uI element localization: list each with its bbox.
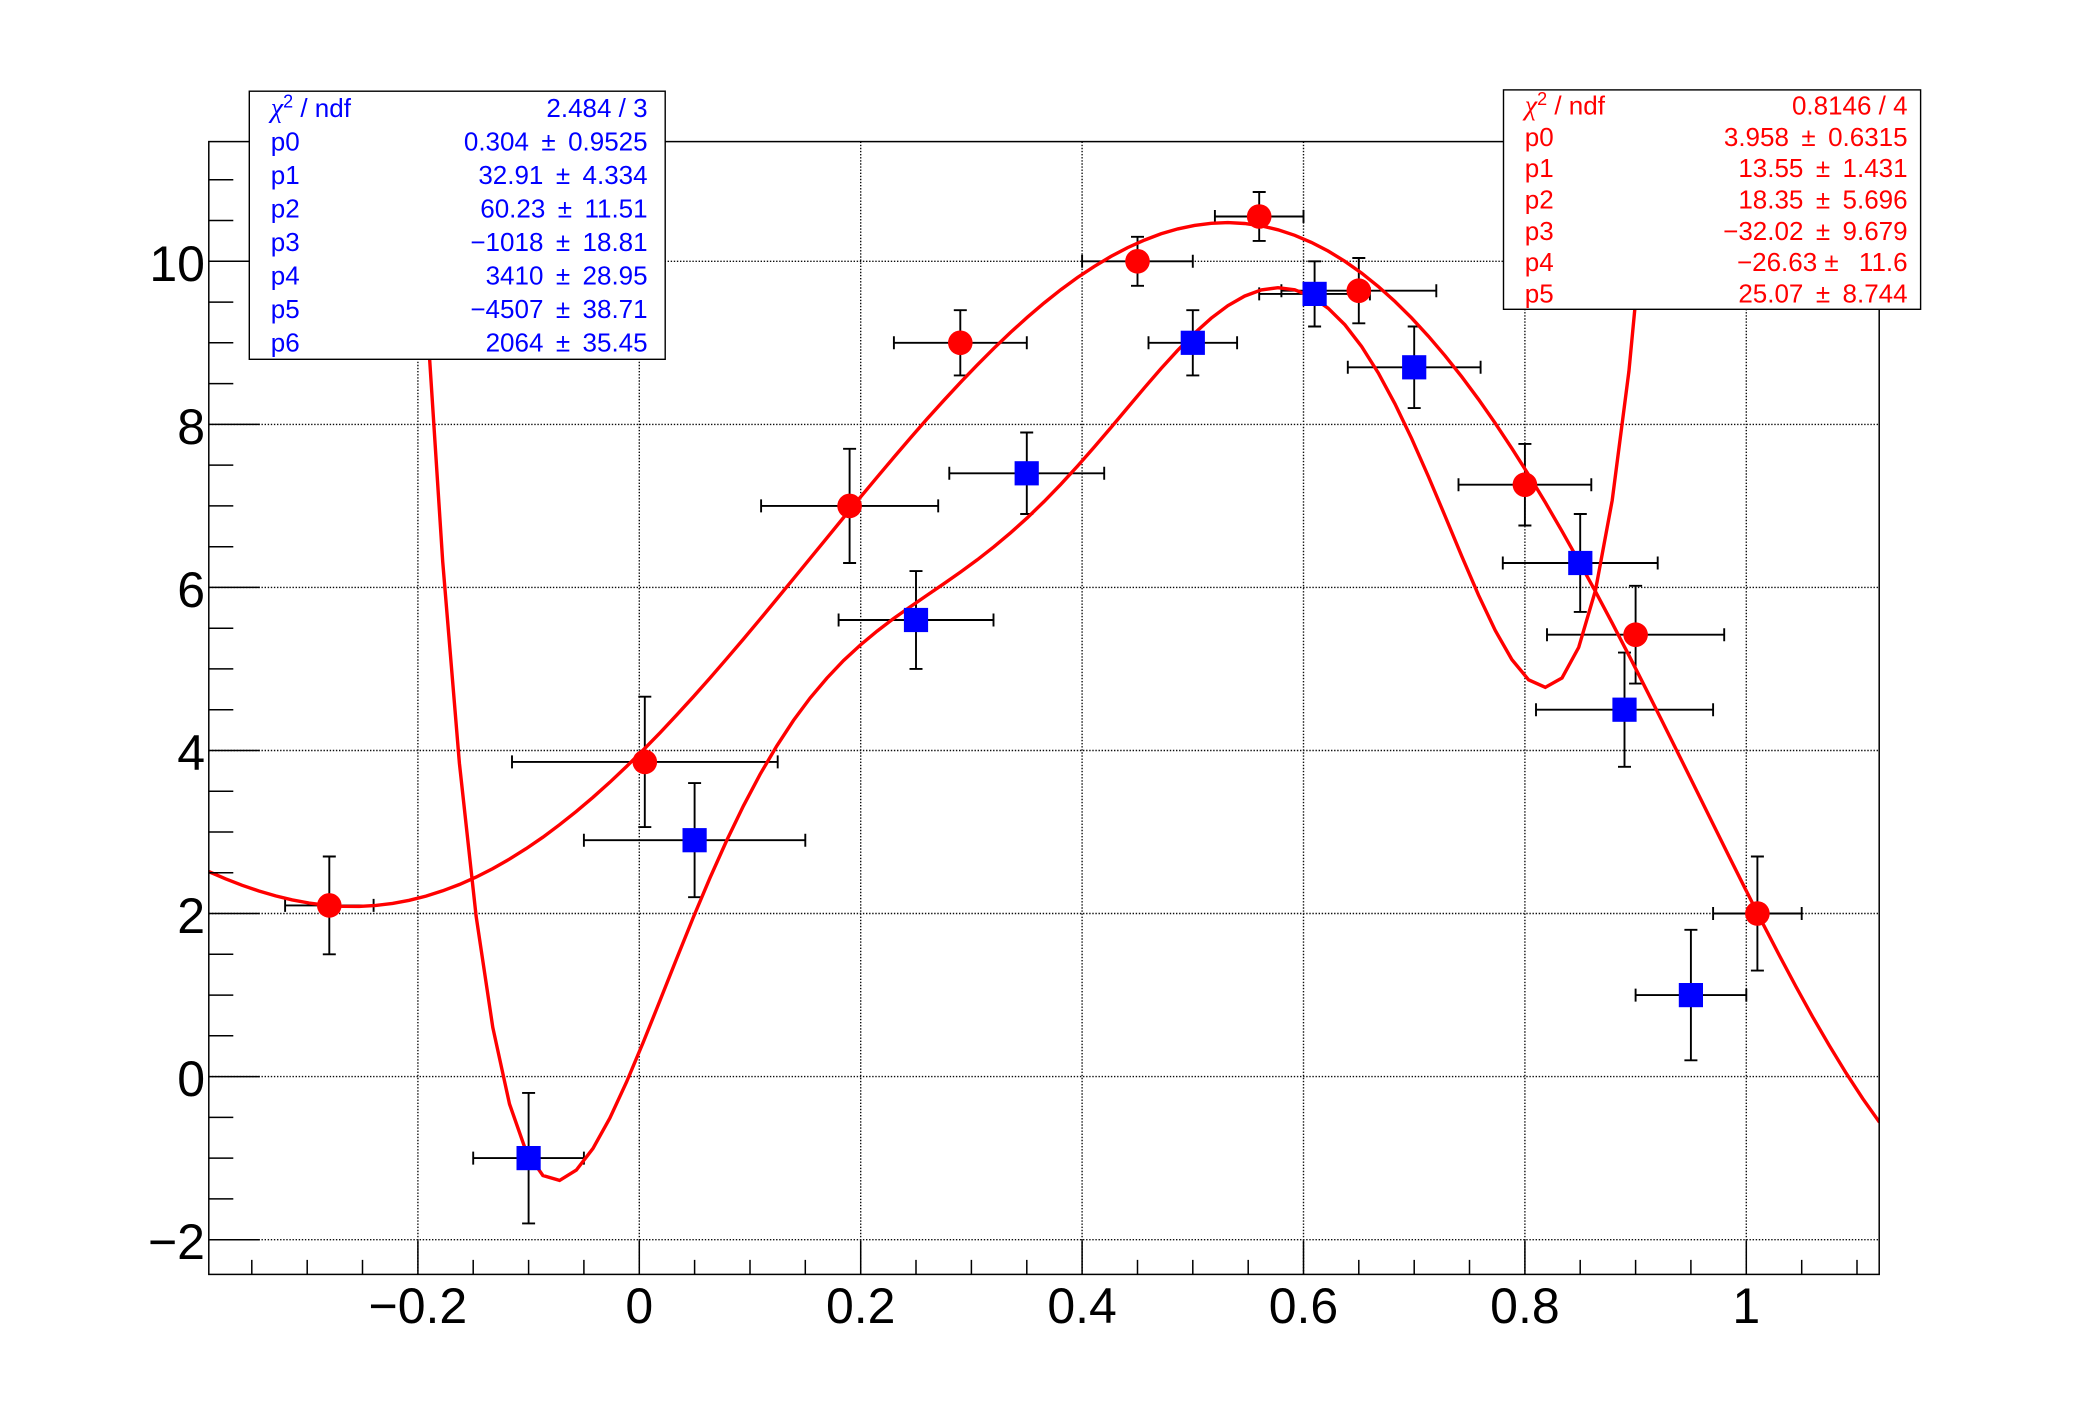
- svg-text:0: 0: [177, 1051, 205, 1107]
- svg-text:18.35 ± 5.696: 18.35 ± 5.696: [1738, 185, 1907, 215]
- svg-text:p0: p0: [271, 126, 300, 156]
- svg-text:0: 0: [625, 1278, 653, 1334]
- svg-text:p3: p3: [271, 227, 300, 257]
- svg-text:25.07 ± 8.744: 25.07 ± 8.744: [1738, 279, 1907, 309]
- svg-text:32.91 ± 4.334: 32.91 ± 4.334: [478, 160, 647, 190]
- svg-text:4: 4: [177, 725, 205, 781]
- svg-text:6: 6: [177, 562, 205, 618]
- svg-text:p1: p1: [271, 160, 300, 190]
- svg-text:p5: p5: [271, 294, 300, 324]
- svg-text:2: 2: [177, 888, 205, 944]
- svg-text:0.304 ± 0.9525: 0.304 ± 0.9525: [464, 126, 648, 156]
- svg-text:60.23 ± 11.51: 60.23 ± 11.51: [480, 193, 647, 223]
- svg-text:p2: p2: [1525, 185, 1554, 215]
- svg-text:2064 ± 35.45: 2064 ± 35.45: [486, 327, 648, 357]
- svg-text:p3: p3: [1525, 216, 1554, 246]
- svg-text:χ2 / ndf: χ2 / ndf: [268, 91, 352, 124]
- svg-text:0.8: 0.8: [1490, 1278, 1560, 1334]
- svg-text:0.6: 0.6: [1269, 1278, 1339, 1334]
- svg-text:p1: p1: [1525, 153, 1554, 183]
- svg-text:−4507 ± 38.71: −4507 ± 38.71: [470, 294, 647, 324]
- svg-text:−26.63 ± 11.6: −26.63 ± 11.6: [1737, 247, 1908, 277]
- svg-text:13.55 ± 1.431: 13.55 ± 1.431: [1738, 153, 1907, 183]
- svg-text:p6: p6: [271, 327, 300, 357]
- svg-text:p4: p4: [1525, 247, 1554, 277]
- svg-text:3.958 ± 0.6315: 3.958 ± 0.6315: [1724, 122, 1908, 152]
- svg-text:10: 10: [149, 236, 205, 292]
- svg-text:p2: p2: [271, 193, 300, 223]
- svg-text:8: 8: [177, 399, 205, 455]
- svg-text:−1018 ± 18.81: −1018 ± 18.81: [470, 227, 647, 257]
- svg-text:1: 1: [1732, 1278, 1760, 1334]
- svg-text:−0.2: −0.2: [369, 1278, 468, 1334]
- svg-text:0.8146 / 4: 0.8146 / 4: [1792, 91, 1908, 121]
- svg-text:0.2: 0.2: [826, 1278, 896, 1334]
- svg-text:p4: p4: [271, 260, 300, 290]
- svg-text:−32.02 ± 9.679: −32.02 ± 9.679: [1723, 216, 1907, 246]
- svg-text:2.484 / 3: 2.484 / 3: [546, 93, 647, 123]
- svg-text:p5: p5: [1525, 279, 1554, 309]
- svg-text:p0: p0: [1525, 122, 1554, 152]
- svg-text:−2: −2: [148, 1214, 205, 1270]
- svg-text:0.4: 0.4: [1047, 1278, 1117, 1334]
- svg-text:3410 ± 28.95: 3410 ± 28.95: [486, 260, 648, 290]
- svg-text:χ2 / ndf: χ2 / ndf: [1522, 89, 1606, 122]
